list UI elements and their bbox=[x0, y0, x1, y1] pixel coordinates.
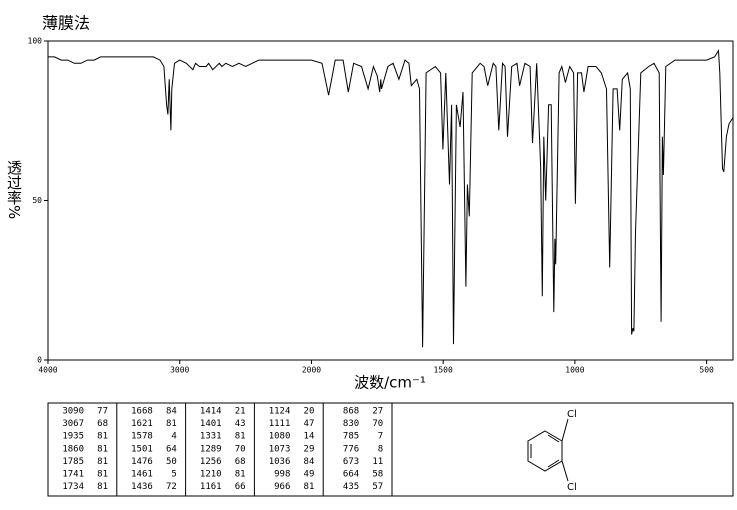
x-tick-label: 1000 bbox=[565, 366, 584, 375]
transmittance-cell: 81 bbox=[97, 432, 108, 442]
transmittance-cell: 14 bbox=[304, 432, 315, 442]
transmittance-cell: 43 bbox=[235, 419, 246, 429]
wavenumber-cell: 1080 bbox=[269, 432, 291, 442]
atom-label: Cl bbox=[567, 482, 577, 493]
wavenumber-cell: 1578 bbox=[131, 432, 153, 442]
wavenumber-cell: 1289 bbox=[200, 444, 222, 454]
transmittance-cell: 29 bbox=[304, 444, 315, 454]
wavenumber-cell: 785 bbox=[343, 432, 359, 442]
structure bbox=[527, 418, 569, 482]
transmittance-cell: 57 bbox=[372, 482, 383, 492]
transmittance-cell: 70 bbox=[372, 419, 383, 429]
transmittance-cell: 47 bbox=[304, 419, 315, 429]
wavenumber-cell: 1621 bbox=[131, 419, 153, 429]
transmittance-cell: 81 bbox=[97, 444, 108, 454]
wavenumber-cell: 1461 bbox=[131, 470, 153, 480]
wavenumber-cell: 1436 bbox=[131, 482, 153, 492]
wavenumber-cell: 998 bbox=[274, 470, 290, 480]
y-tick-label: 100 bbox=[28, 37, 43, 46]
wavenumber-cell: 868 bbox=[343, 407, 359, 417]
x-axis-label: 波数/cm⁻¹ bbox=[354, 374, 426, 392]
transmittance-cell: 81 bbox=[97, 457, 108, 467]
transmittance-cell: 81 bbox=[97, 482, 108, 492]
atom-label: Cl bbox=[567, 409, 577, 420]
transmittance-cell: 81 bbox=[97, 470, 108, 480]
transmittance-cell: 84 bbox=[166, 407, 177, 417]
y-tick-label: 50 bbox=[32, 196, 42, 205]
transmittance-cell: 8 bbox=[378, 444, 383, 454]
chart-title: 薄膜法 bbox=[42, 14, 90, 33]
transmittance-cell: 49 bbox=[304, 470, 315, 480]
wavenumber-cell: 1124 bbox=[269, 407, 291, 417]
wavenumber-cell: 673 bbox=[343, 457, 359, 467]
transmittance-cell: 72 bbox=[166, 482, 177, 492]
bond bbox=[561, 460, 569, 482]
wavenumber-cell: 1401 bbox=[200, 419, 222, 429]
wavenumber-cell: 1785 bbox=[62, 457, 84, 467]
x-tick-label: 3000 bbox=[170, 366, 189, 375]
transmittance-cell: 11 bbox=[372, 457, 383, 467]
double-bond bbox=[547, 434, 560, 443]
transmittance-cell: 58 bbox=[372, 470, 383, 480]
wavenumber-cell: 1668 bbox=[131, 407, 153, 417]
wavenumber-cell: 1476 bbox=[131, 457, 153, 467]
transmittance-cell: 81 bbox=[304, 482, 315, 492]
transmittance-cell: 68 bbox=[235, 457, 246, 467]
wavenumber-cell: 1210 bbox=[200, 470, 222, 480]
transmittance-cell: 5 bbox=[171, 470, 176, 480]
transmittance-cell: 66 bbox=[235, 482, 246, 492]
wavenumber-cell: 1935 bbox=[62, 432, 84, 442]
transmittance-cell: 81 bbox=[235, 470, 246, 480]
transmittance-cell: 7 bbox=[378, 432, 383, 442]
y-tick-label: 0 bbox=[37, 356, 42, 365]
wavenumber-cell: 1331 bbox=[200, 432, 222, 442]
wavenumber-cell: 1860 bbox=[62, 444, 84, 454]
wavenumber-cell: 1256 bbox=[200, 457, 222, 467]
bond bbox=[561, 418, 569, 442]
transmittance-cell: 27 bbox=[372, 407, 383, 417]
transmittance-cell: 21 bbox=[235, 407, 246, 417]
wavenumber-cell: 664 bbox=[343, 470, 359, 480]
wavenumber-cell: 3067 bbox=[62, 419, 84, 429]
wavenumber-cell: 1111 bbox=[269, 419, 291, 429]
transmittance-cell: 50 bbox=[166, 457, 177, 467]
wavenumber-cell: 776 bbox=[343, 444, 359, 454]
spectrum-line bbox=[48, 48, 734, 348]
wavenumber-cell: 830 bbox=[343, 419, 359, 429]
wavenumber-cell: 435 bbox=[343, 482, 359, 492]
x-tick-label: 500 bbox=[699, 366, 714, 375]
transmittance-cell: 81 bbox=[235, 432, 246, 442]
transmittance-cell: 68 bbox=[97, 419, 108, 429]
wavenumber-cell: 1036 bbox=[269, 457, 291, 467]
double-bond bbox=[547, 459, 560, 468]
transmittance-cell: 64 bbox=[166, 444, 177, 454]
transmittance-cell: 84 bbox=[304, 457, 315, 467]
benzene-ring bbox=[527, 430, 563, 472]
x-tick-label: 2000 bbox=[302, 366, 321, 375]
transmittance-cell: 20 bbox=[304, 407, 315, 417]
y-axis-label: 透过率% bbox=[5, 160, 23, 219]
transmittance-cell: 77 bbox=[97, 407, 108, 417]
wavenumber-cell: 1734 bbox=[62, 482, 84, 492]
wavenumber-cell: 3090 bbox=[62, 407, 84, 417]
wavenumber-cell: 1161 bbox=[200, 482, 222, 492]
wavenumber-cell: 966 bbox=[274, 482, 290, 492]
x-tick-label: 1500 bbox=[434, 366, 453, 375]
wavenumber-cell: 1073 bbox=[269, 444, 291, 454]
wavenumber-cell: 1414 bbox=[200, 407, 222, 417]
x-tick-label: 4000 bbox=[38, 366, 57, 375]
wavenumber-cell: 1741 bbox=[62, 470, 84, 480]
transmittance-cell: 81 bbox=[166, 419, 177, 429]
transmittance-cell: 4 bbox=[171, 432, 176, 442]
transmittance-cell: 70 bbox=[235, 444, 246, 454]
wavenumber-cell: 1501 bbox=[131, 444, 153, 454]
table-frame bbox=[47, 402, 734, 497]
